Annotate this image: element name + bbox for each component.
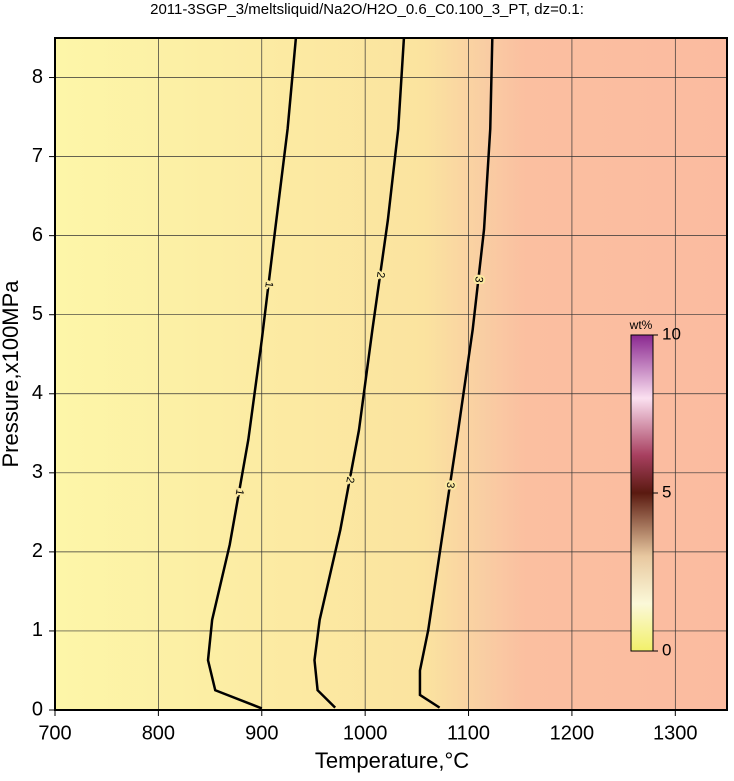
colorbar [630,334,654,652]
colorbar-label: wt% [629,318,653,332]
y-tick-label: 4 [32,382,43,404]
y-tick-label: 8 [32,66,43,88]
y-tick-label: 6 [32,224,43,246]
x-tick-label: 700 [38,722,71,744]
contour-label: 1 [262,281,275,289]
colorbar-tick-label: 0 [662,640,671,659]
x-tick-label: 800 [142,722,175,744]
contour-label: 2 [374,271,387,279]
y-tick-label: 7 [32,145,43,167]
colorbar-tick-label: 5 [662,482,671,501]
colorbar-tick-label: 10 [662,324,681,343]
y-tick-label: 0 [32,698,43,720]
plot-frame [54,37,728,711]
x-axis-label: Temperature,°C [315,748,469,773]
x-tick-label: 900 [245,722,278,744]
chart-title: 2011-3SGP_3/meltsliquid/Na2O/H2O_0.6_C0.… [150,1,584,18]
x-tick-label: 1100 [447,722,490,744]
plot-background [55,38,727,710]
y-tick-label: 2 [32,540,43,562]
y-tick-label: 1 [32,619,43,641]
contour-line [313,37,406,709]
y-tick-label: 5 [32,303,43,325]
contour-line [206,37,298,710]
y-axis-label: Pressure,x100MPa [0,280,23,468]
x-tick-label: 1000 [343,722,388,744]
contour-label: 3 [472,276,485,283]
x-tick-label: 1300 [653,722,698,744]
contour-label: 3 [444,481,457,489]
y-tick-label: 3 [32,461,43,483]
x-tick-label: 1200 [550,722,595,744]
contour-line [418,37,494,709]
